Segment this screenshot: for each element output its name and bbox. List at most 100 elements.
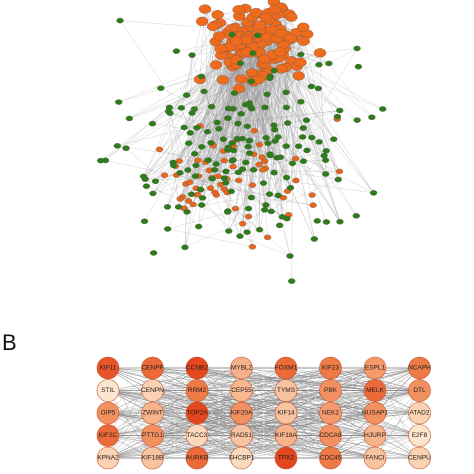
network-node <box>274 28 288 39</box>
network-node <box>325 60 333 67</box>
network-edge <box>155 48 221 182</box>
gene-node <box>363 446 387 470</box>
network-node <box>321 157 330 163</box>
gene-label: MYBL2 <box>231 365 253 372</box>
network-node <box>267 208 275 215</box>
network-node <box>248 182 257 188</box>
network-node <box>193 125 201 131</box>
network-edge <box>228 161 265 232</box>
network-node <box>335 168 344 175</box>
network-node <box>299 125 307 131</box>
network-node <box>255 226 264 233</box>
network-node <box>176 170 184 176</box>
network-node <box>270 122 278 129</box>
network-node <box>236 233 244 239</box>
gene-node <box>185 424 209 447</box>
gene-label: TPX2 <box>278 455 295 462</box>
gene-node <box>274 379 298 402</box>
network-node <box>313 48 327 58</box>
gene-label: KPNA2 <box>97 455 119 462</box>
network-node <box>273 47 287 57</box>
network-node <box>314 85 322 92</box>
network-node <box>222 168 230 175</box>
network-edge <box>187 24 216 171</box>
network-node <box>209 60 223 70</box>
network-node <box>225 228 233 234</box>
network-edge <box>265 120 307 206</box>
network-edge <box>277 32 297 138</box>
network-node <box>122 145 130 151</box>
gene-label: ESPL1 <box>365 365 386 372</box>
network-edge <box>187 169 268 238</box>
gene-node <box>408 424 431 447</box>
network-node <box>169 162 178 169</box>
gene-node <box>96 379 120 402</box>
network-edge <box>191 194 241 237</box>
network-edge <box>246 48 358 233</box>
network-node <box>142 183 151 189</box>
network-edge <box>198 24 216 227</box>
network-node <box>148 120 157 127</box>
network-node <box>244 143 252 150</box>
network-edge <box>239 235 291 257</box>
network-node <box>180 124 188 131</box>
gene-node <box>363 424 387 447</box>
network-node <box>155 146 164 153</box>
network-node <box>198 144 206 150</box>
network-edge <box>218 108 252 129</box>
gene-label: FANCI <box>365 455 384 462</box>
network-node <box>237 111 245 117</box>
network-edge <box>303 159 326 162</box>
network-node <box>184 167 192 173</box>
network-edge <box>129 59 265 119</box>
network-node <box>213 119 221 126</box>
network-node <box>243 123 251 130</box>
gene-node <box>230 446 253 470</box>
network-edge <box>223 110 340 140</box>
network-node <box>282 104 291 111</box>
grid-edge <box>152 412 287 436</box>
gene-label: CDC45 <box>320 455 342 462</box>
gene-node <box>274 401 298 425</box>
network-node <box>263 234 272 241</box>
network-node <box>369 190 378 196</box>
network-node <box>231 205 240 212</box>
gene-label: CENPF <box>141 365 163 372</box>
network-node <box>186 130 194 136</box>
network-edge <box>298 75 313 138</box>
network-node <box>208 176 216 182</box>
gene-node <box>185 379 209 402</box>
network-edge <box>205 62 301 163</box>
network-node <box>172 48 181 54</box>
network-node <box>215 126 223 132</box>
network-edge <box>168 111 340 172</box>
network-node <box>214 43 227 54</box>
gene-label: KIF20A <box>231 410 253 417</box>
grid-edge <box>152 367 198 436</box>
gene-label: NEK2 <box>322 410 339 417</box>
network-node <box>229 147 238 154</box>
gene-node <box>230 424 253 447</box>
network <box>96 0 387 284</box>
gene-node <box>96 356 120 380</box>
network-node <box>229 163 237 170</box>
network-node <box>195 16 209 27</box>
gene-node <box>319 379 342 402</box>
gene-node <box>185 446 209 470</box>
network-node <box>379 106 387 112</box>
network-edge <box>251 169 264 198</box>
network-node <box>177 105 185 111</box>
network-node <box>297 98 305 105</box>
network-node <box>259 13 273 23</box>
network-node <box>243 229 251 235</box>
network-edge <box>228 108 238 139</box>
network-node <box>190 106 199 112</box>
network-node <box>292 177 300 184</box>
network-node <box>163 204 172 210</box>
network-node <box>224 115 232 121</box>
network-node <box>242 159 250 166</box>
network-node <box>165 104 174 111</box>
gene-label: ZWINT <box>142 410 163 417</box>
network-node <box>297 22 310 32</box>
gene-label: CENPN <box>141 387 164 394</box>
